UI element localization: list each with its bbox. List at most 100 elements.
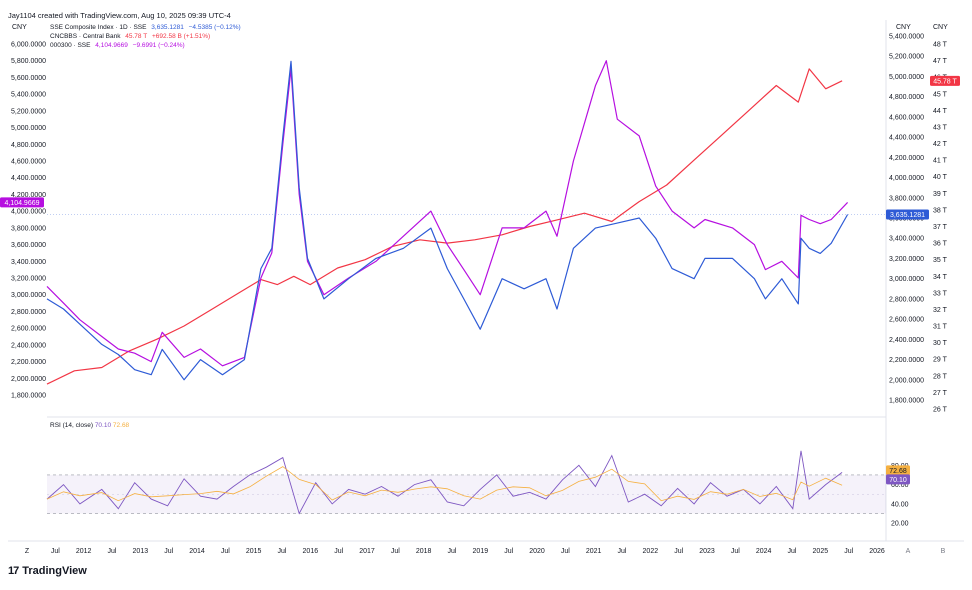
right-axis-unit-2: CNY <box>933 24 948 31</box>
rsi-axis-tick: 40.00 <box>891 501 909 508</box>
right-axis-1-tick: 2,600.0000 <box>889 317 924 324</box>
x-axis-tick: 2017 <box>359 548 375 555</box>
x-axis-tick: 2021 <box>586 548 602 555</box>
x-axis-tick: 2016 <box>303 548 319 555</box>
right-axis-2-tick: 35 T <box>933 257 948 264</box>
right-axis-unit-1: CNY <box>896 24 911 31</box>
right-axis-1-tick: 3,400.0000 <box>889 236 924 243</box>
right-axis-1-tick: 3,000.0000 <box>889 276 924 283</box>
right-axis-2-tick: 39 T <box>933 191 948 198</box>
legend-rsi-ma: 72.68 <box>112 422 130 429</box>
right-axis-1-tick: 3,600.0000 <box>889 216 924 223</box>
right-axis-1-tick: 4,800.0000 <box>889 94 924 101</box>
right-axis-2-tick: 45 T <box>933 91 948 98</box>
rsi-band <box>47 474 886 514</box>
x-axis-tick: 2023 <box>699 548 715 555</box>
rsi-badge-bg <box>886 474 910 485</box>
series-lines <box>46 60 849 515</box>
left-axis-tick: 2,200.0000 <box>11 359 46 366</box>
x-axis-tick: Jul <box>788 548 797 555</box>
legend-bank[interactable]: CNCBBS · Central Bank 45.78 T +692.58 B … <box>50 33 213 40</box>
legend-csi-value: 4,104.9669 <box>95 42 128 49</box>
left-price-badge-bg <box>0 197 44 208</box>
right-axis-1-tick: 2,200.0000 <box>889 357 924 364</box>
x-axis-tick: 2012 <box>76 548 92 555</box>
legend-csi[interactable]: 000300 · SSE 4,104.9669 −9.6991 (−0.24%) <box>50 42 188 49</box>
right-axis-2-tick: 30 T <box>933 340 948 347</box>
right-axis-1-tick: 2,000.0000 <box>889 377 924 384</box>
right-axis-2-tick: 41 T <box>933 158 948 165</box>
tradingview-brand[interactable]: 17 TradingView <box>8 565 87 577</box>
right-axis-1-tick: 5,200.0000 <box>889 54 924 61</box>
bank-price-badge: 45.78 T <box>933 78 957 85</box>
brand-name: TradingView <box>22 565 87 577</box>
x-axis-tick: Jul <box>221 548 230 555</box>
rsi-badge: 70.10 <box>889 477 907 484</box>
x-axis-tick: 2026 <box>869 548 885 555</box>
x-axis-tick: Jul <box>504 548 513 555</box>
chart-header: Jay1104 created with TradingView.com, Au… <box>8 11 231 20</box>
right-axis-1-tick: 2,400.0000 <box>889 337 924 344</box>
x-axis-tick: Jul <box>674 548 683 555</box>
series-line-sse-composite-index <box>46 60 849 381</box>
legend-rsi-value: 70.10 <box>94 422 112 429</box>
right-axis-1-tick: 4,600.0000 <box>889 114 924 121</box>
rsi-axis-tick: 80.00 <box>891 463 909 470</box>
left-axis-tick: 3,200.0000 <box>11 276 46 283</box>
legend-csi-name: 000300 · SSE <box>50 42 91 49</box>
bank-price-badge-bg <box>930 75 960 86</box>
x-axis-tick: Jul <box>561 548 570 555</box>
right-axis-2-tick: 46 T <box>933 75 948 82</box>
rsi-line <box>46 450 843 515</box>
sse-price-badge-bg <box>886 209 929 220</box>
rsi-ma-badge-bg <box>886 465 910 476</box>
right-axis-2-tick: 47 T <box>933 58 948 65</box>
legend-sse-value: 3,635.1281 <box>151 24 184 31</box>
left-axis-tick: 5,400.0000 <box>11 92 46 99</box>
left-price-badge: 4,104.9669 <box>4 200 39 207</box>
x-axis-tick: Jul <box>108 548 117 555</box>
left-axis-tick: 2,400.0000 <box>11 342 46 349</box>
legend-rsi[interactable]: RSI (14, close) 70.10 72.68 <box>50 422 129 429</box>
left-axis-tick: 4,800.0000 <box>11 142 46 149</box>
grid <box>8 20 964 542</box>
legend-sse[interactable]: SSE Composite Index · 1D · SSE 3,635.128… <box>50 24 244 31</box>
left-axis-tick: 3,400.0000 <box>11 259 46 266</box>
axes: 6,000.0000 5,800.0000 5,600.0000 5,400.0000… <box>11 34 948 556</box>
right-axis-2-tick: 42 T <box>933 141 948 148</box>
right-axis-2-tick: 27 T <box>933 390 948 397</box>
x-axis-tick: Jul <box>164 548 173 555</box>
right-axis-2-tick: 28 T <box>933 373 948 380</box>
x-axis-tick: 2013 <box>133 548 149 555</box>
left-axis-unit: CNY <box>12 24 27 31</box>
x-axis-tick: Jul <box>731 548 740 555</box>
right-axis-1-tick: 4,400.0000 <box>889 135 924 142</box>
left-axis-tick: 1,800.0000 <box>11 393 46 400</box>
x-axis-tick: Jul <box>448 548 457 555</box>
right-axis-2-tick: 29 T <box>933 357 948 364</box>
right-axis-1-tick: 3,800.0000 <box>889 195 924 202</box>
right-axis-1-tick: 3,200.0000 <box>889 256 924 263</box>
right-axis-1-tick: 5,400.0000 <box>889 34 924 41</box>
right-axis-1-tick: 4,000.0000 <box>889 175 924 182</box>
right-axis-2-tick: 37 T <box>933 224 948 231</box>
right-axis-2-tick: 32 T <box>933 307 948 314</box>
right-axis-1-tick: 5,000.0000 <box>889 74 924 81</box>
right-axis-2-tick: 26 T <box>933 407 948 414</box>
right-axis-1-tick: 1,800.0000 <box>889 398 924 405</box>
rsi-ma-line <box>46 466 843 502</box>
left-axis-tick: 3,000.0000 <box>11 292 46 299</box>
left-axis-tick: 5,200.0000 <box>11 108 46 115</box>
left-axis-tick: 5,600.0000 <box>11 75 46 82</box>
x-axis-tick: Z <box>25 548 30 555</box>
right-axis-2-tick: 36 T <box>933 241 948 248</box>
left-axis-tick: 4,200.0000 <box>11 192 46 199</box>
legend-sse-change: −4.5385 (−0.12%) <box>188 24 241 31</box>
legend-bank-name: CNCBBS · Central Bank <box>50 33 121 40</box>
x-axis-tick: Jul <box>334 548 343 555</box>
left-axis-tick: 5,000.0000 <box>11 125 46 132</box>
left-axis-tick: 5,800.0000 <box>11 58 46 65</box>
left-axis-tick: 2,000.0000 <box>11 376 46 383</box>
